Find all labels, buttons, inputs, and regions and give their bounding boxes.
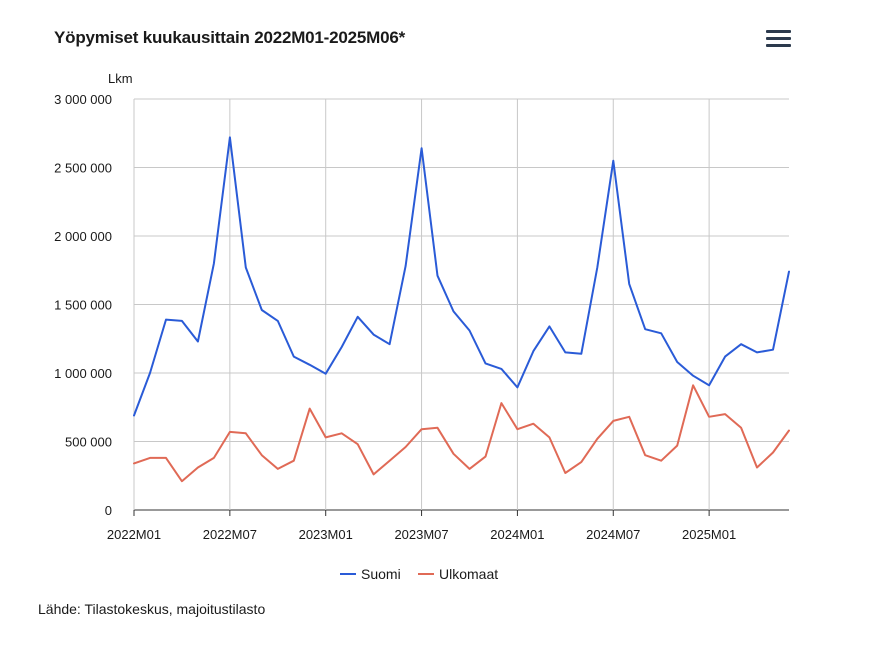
y-tick-label: 500 000 <box>65 435 112 450</box>
legend-item-ulkomaat[interactable]: Ulkomaat <box>418 566 498 582</box>
y-tick-label: 1 000 000 <box>54 366 112 381</box>
chart-title: Yöpymiset kuukausittain 2022M01-2025M06* <box>54 28 406 47</box>
grid-lines <box>133 98 789 516</box>
y-tick-label: 2 000 000 <box>54 229 112 244</box>
legend-label: Ulkomaat <box>439 566 498 582</box>
x-tick-label: 2024M01 <box>490 527 544 542</box>
y-axis-label: Lkm <box>108 71 133 86</box>
source-note: Lähde: Tilastokeskus, majoitustilasto <box>38 601 266 617</box>
legend-label: Suomi <box>361 566 401 582</box>
hamburger-menu-icon[interactable] <box>766 28 792 50</box>
y-tick-label: 2 500 000 <box>54 161 112 176</box>
y-tick-label: 3 000 000 <box>54 92 112 107</box>
x-tick-label: 2022M07 <box>203 527 257 542</box>
x-tick-label: 2023M01 <box>299 527 353 542</box>
x-tick-label: 2025M01 <box>682 527 736 542</box>
x-axis-ticks: 2022M01 2022M07 2023M01 2023M07 2024M01 2024M… <box>107 527 736 542</box>
legend: Suomi Ulkomaat <box>340 566 498 582</box>
y-tick-label: 1 500 000 <box>54 298 112 313</box>
x-tick-label: 2024M07 <box>586 527 640 542</box>
y-tick-label: 0 <box>105 503 112 518</box>
legend-item-suomi[interactable]: Suomi <box>340 566 401 582</box>
series-lines <box>133 136 790 483</box>
x-tick-label: 2022M01 <box>107 527 161 542</box>
series-line-suomi <box>133 136 790 417</box>
x-tick-label: 2023M07 <box>394 527 448 542</box>
series-line-ulkomaat <box>133 384 790 483</box>
y-axis-ticks: 0 500 000 1 000 000 1 500 000 2 000 000 2 500… <box>54 92 112 518</box>
